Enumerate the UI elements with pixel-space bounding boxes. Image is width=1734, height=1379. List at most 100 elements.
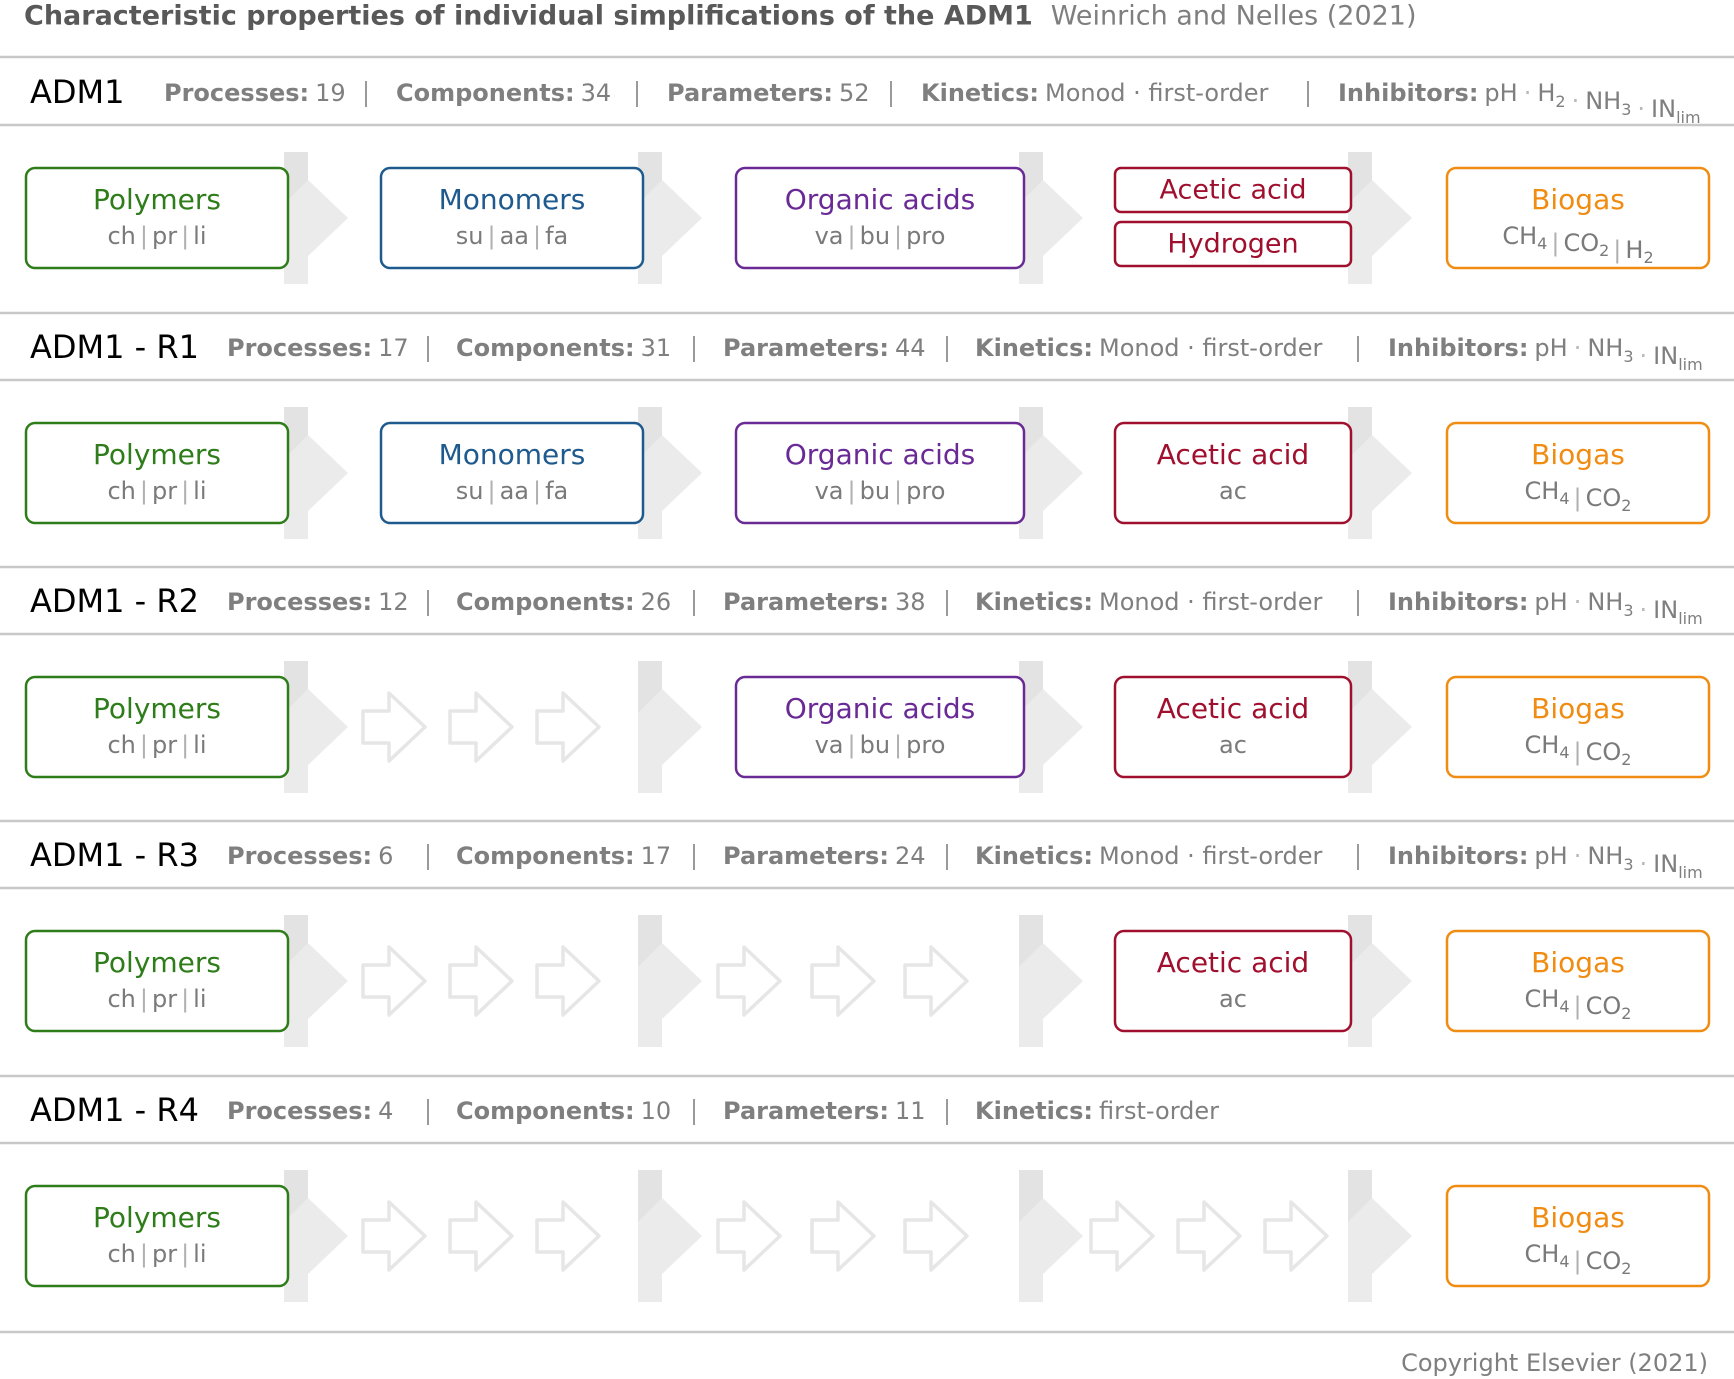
- bypass-arrow: [535, 1200, 601, 1272]
- organic-acids-box: [734, 675, 1026, 779]
- processes-stat: Processes: 17: [227, 334, 409, 362]
- box-subtitle: ac: [1219, 731, 1247, 759]
- bypass-arrow: [903, 945, 969, 1017]
- figure-subtitle: Weinrich and Nelles (2021): [1051, 1, 1417, 32]
- flow-arrow-shade: [1348, 1170, 1372, 1222]
- box-title: Polymers: [93, 183, 221, 216]
- box-title: Biogas: [1531, 1201, 1625, 1234]
- bypass-arrow: [810, 1200, 876, 1272]
- box-title: Polymers: [93, 438, 221, 471]
- biogas-box: [1445, 166, 1711, 270]
- polymers-box: [24, 675, 290, 779]
- copyright-note: Copyright Elsevier (2021): [1401, 1349, 1708, 1377]
- flow-arrow-shade: [1019, 915, 1043, 967]
- acetic-acid-box: [1113, 675, 1353, 779]
- flow-arrow-shade: [1019, 1170, 1043, 1222]
- processes-stat: Processes: 12: [227, 588, 409, 616]
- monomers-box: [379, 421, 645, 525]
- box-subtitle: CH4 | CO2: [1525, 985, 1632, 1023]
- parameters-stat: Parameters: 52: [667, 79, 869, 107]
- bypass-arrow: [535, 691, 601, 763]
- model-row-adm1-r4: ADM1 - R4 Processes: 4 Components: 10 Paramet…: [24, 1091, 1711, 1302]
- flow-arrow-shade: [1348, 915, 1372, 967]
- model-name: ADM1 - R3: [30, 836, 199, 874]
- components-stat: Components: 34: [396, 79, 611, 107]
- box-subtitle: su | aa | fa: [456, 222, 568, 250]
- box-title: Biogas: [1531, 946, 1625, 979]
- parameters-stat: Parameters: 24: [723, 842, 925, 870]
- acetic-acid-box: [1113, 166, 1353, 214]
- box-title: Hydrogen: [1167, 229, 1298, 260]
- box-title: Acetic acid: [1157, 438, 1309, 471]
- figure-title: Characteristic properties of individual …: [24, 1, 1033, 32]
- kinetics-stat: Kinetics: first-order: [975, 1097, 1219, 1125]
- flow-arrow-shade: [284, 407, 308, 459]
- box-subtitle: ac: [1219, 477, 1247, 505]
- model-name: ADM1 - R2: [30, 582, 199, 620]
- box-title: Organic acids: [785, 692, 976, 725]
- box-subtitle: ch | pr | li: [107, 222, 206, 250]
- box-subtitle: CH4 | CO2 | H2: [1502, 222, 1653, 267]
- parameters-stat: Parameters: 11: [723, 1097, 925, 1125]
- flow-arrow-shade: [638, 915, 662, 967]
- biogas-box: [1445, 929, 1711, 1033]
- box-title: Acetic acid: [1157, 946, 1309, 979]
- box-subtitle: ch | pr | li: [107, 1240, 206, 1268]
- flow-arrow-shade: [1348, 661, 1372, 713]
- bypass-arrow: [810, 945, 876, 1017]
- monomers-box: [379, 166, 645, 270]
- box-title: Biogas: [1531, 692, 1625, 725]
- box-title: Biogas: [1531, 183, 1625, 216]
- bypass-arrow: [535, 945, 601, 1017]
- biogas-box: [1445, 1184, 1711, 1288]
- bypass-arrow: [361, 945, 427, 1017]
- inhibitors-stat: Inhibitors: pH · NH3 · INlim: [1388, 334, 1703, 374]
- bypass-arrow: [716, 945, 782, 1017]
- box-subtitle: ch | pr | li: [107, 731, 206, 759]
- box-title: Organic acids: [785, 183, 976, 216]
- parameters-stat: Parameters: 44: [723, 334, 925, 362]
- box-title: Biogas: [1531, 438, 1625, 471]
- organic-acids-box: [734, 166, 1026, 270]
- hydrogen-box: [1113, 220, 1353, 268]
- organic-acids-box: [734, 421, 1026, 525]
- box-subtitle: CH4 | CO2: [1525, 731, 1632, 769]
- components-stat: Components: 26: [456, 588, 671, 616]
- box-title: Monomers: [439, 438, 586, 471]
- flow-arrow-shade: [638, 1170, 662, 1222]
- bypass-arrow: [716, 1200, 782, 1272]
- box-subtitle: CH4 | CO2: [1525, 477, 1632, 515]
- box-title: Polymers: [93, 692, 221, 725]
- polymers-box: [24, 929, 290, 1033]
- box-title: Monomers: [439, 183, 586, 216]
- flow-arrow-shade: [284, 1170, 308, 1222]
- model-row-adm1-r1: ADM1 - R1 Processes: 17 Components: 31 Parame…: [24, 328, 1711, 539]
- bypass-arrow: [361, 1200, 427, 1272]
- flow-arrow-shade: [1348, 152, 1372, 204]
- inhibitors-stat: Inhibitors: pH · NH3 · INlim: [1388, 588, 1703, 628]
- bypass-arrow: [903, 1200, 969, 1272]
- box-title: Polymers: [93, 1201, 221, 1234]
- model-row-adm1-r2: ADM1 - R2 Processes: 12 Components: 26 Parame…: [24, 582, 1711, 793]
- box-title: Polymers: [93, 946, 221, 979]
- bypass-arrow: [448, 1200, 514, 1272]
- acetic-acid-box: [1113, 421, 1353, 525]
- bypass-arrow: [1263, 1200, 1329, 1272]
- polymers-box: [24, 421, 290, 525]
- polymers-box: [24, 1184, 290, 1288]
- biogas-box: [1445, 421, 1711, 525]
- box-title: Organic acids: [785, 438, 976, 471]
- flow-arrow-shade: [1348, 407, 1372, 459]
- flow-arrow-shade: [284, 915, 308, 967]
- box-subtitle: va | bu | pro: [815, 477, 946, 505]
- model-row-adm1-r3: ADM1 - R3 Processes: 6 Components: 17 Paramet…: [24, 836, 1711, 1047]
- box-subtitle: va | bu | pro: [815, 222, 946, 250]
- components-stat: Components: 10: [456, 1097, 671, 1125]
- processes-stat: Processes: 6: [227, 842, 393, 870]
- box-subtitle: ch | pr | li: [107, 477, 206, 505]
- bypass-arrow: [448, 945, 514, 1017]
- inhibitors-stat: Inhibitors: pH · NH3 · INlim: [1388, 842, 1703, 882]
- polymers-box: [24, 166, 290, 270]
